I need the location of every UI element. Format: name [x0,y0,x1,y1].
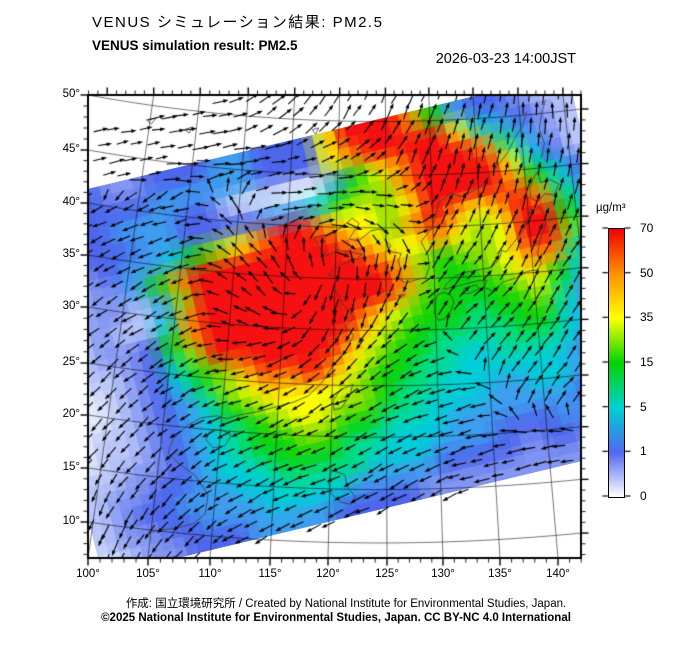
x-axis-tick-label: 105° [136,568,160,580]
colorbar-tick-label: 70 [640,221,654,235]
x-axis-tick-label: 125° [375,568,399,580]
footer-credit-line: 作成: 国立環境研究所 / Created by National Instit… [125,598,567,610]
y-axis-tick-label: 40° [62,196,80,208]
y-axis-tick-label: 15° [62,461,80,473]
y-axis-tick-label: 20° [62,408,80,420]
y-axis-tick-label: 45° [62,143,80,155]
colorbar-tick-label: 0 [640,489,647,503]
x-axis-tick-label: 135° [488,568,512,580]
colorbar-tick-label: 35 [640,310,654,325]
x-axis-tick-label: 120° [316,568,340,580]
colorbar-gradient [608,228,625,498]
colorbar-tick-label: 1 [640,444,647,459]
y-axis-tick-label: 50° [62,88,80,100]
y-axis-tick-label: 30° [62,300,80,312]
x-axis-tick-label: 110° [198,568,222,580]
x-axis-tick-label: 115° [258,568,282,580]
colorbar-tick-label: 5 [640,399,647,414]
x-axis-tick-label: 140° [546,568,570,580]
y-axis-tick-label: 35° [62,248,80,260]
footer-license-line: ©2025 National Institute for Environment… [101,612,571,624]
x-axis-tick-label: 100° [76,568,100,580]
y-axis-tick-label: 10° [62,515,80,527]
colorbar-unit-label: µg/m³ [596,202,626,214]
colorbar-tick-label: 50 [640,265,654,280]
colorbar-tick-label: 15 [640,355,654,369]
y-axis-tick-label: 25° [62,356,80,368]
x-axis-tick-label: 130° [431,568,455,580]
